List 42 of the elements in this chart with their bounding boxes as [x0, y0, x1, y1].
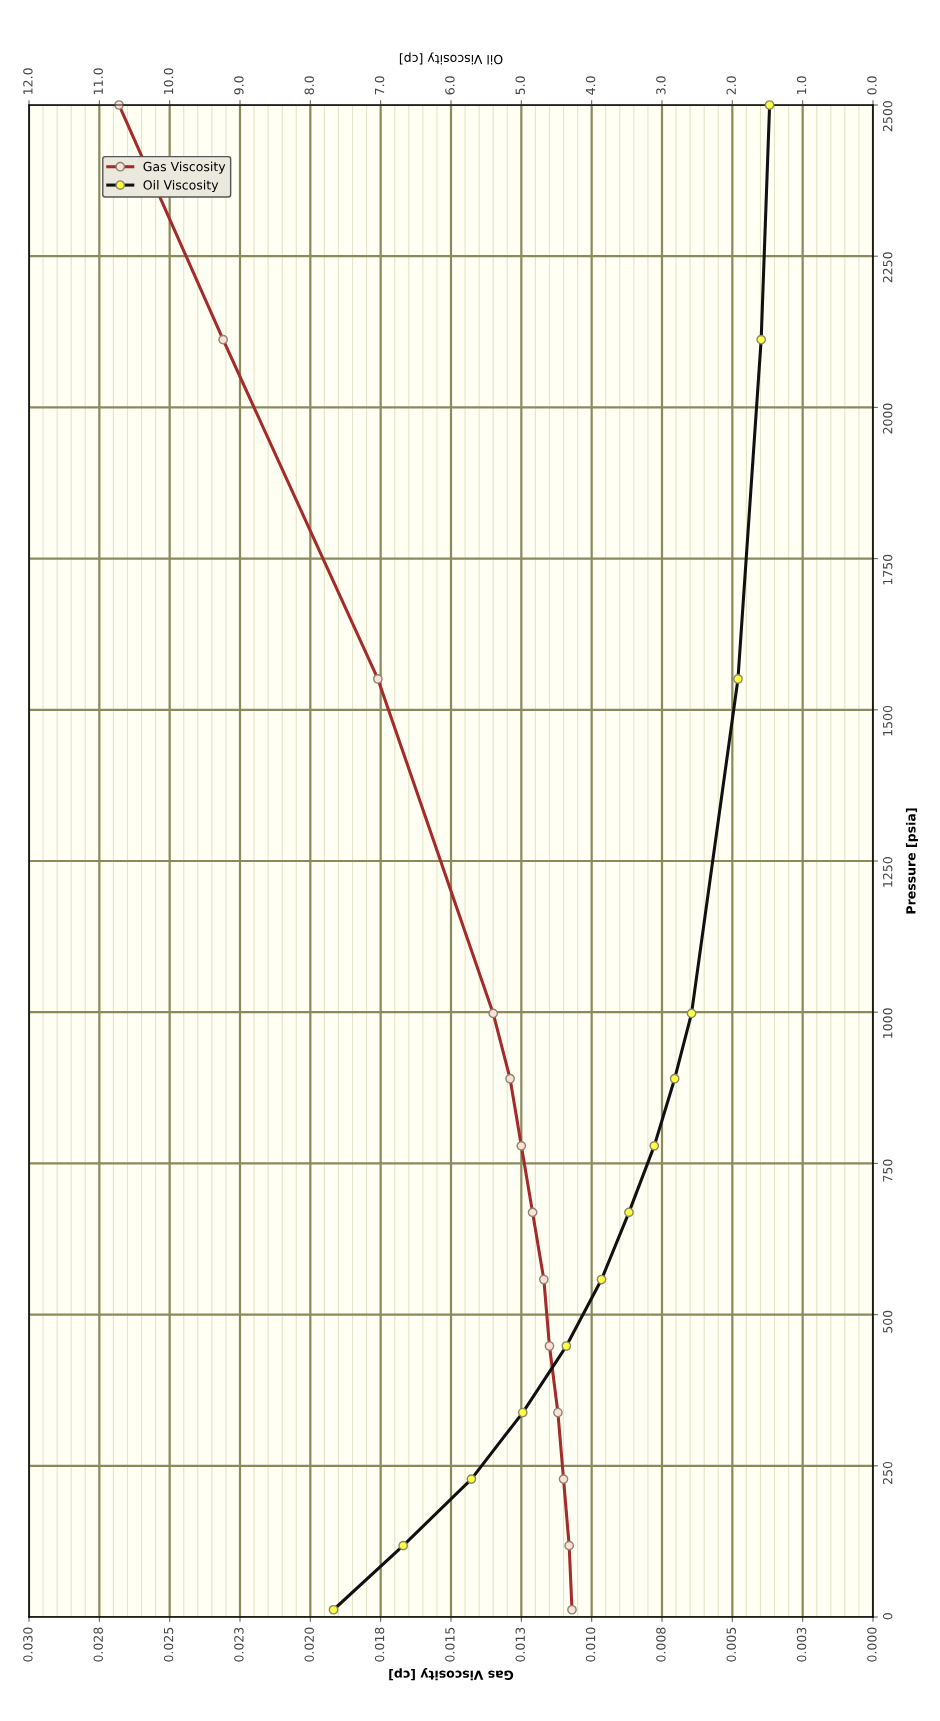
y-tick-label: 1250	[882, 857, 893, 887]
x2-axis-title: Oil Viscosity [cp]	[399, 52, 503, 65]
legend-label: Oil Viscosity	[143, 179, 219, 193]
y-axis-title: Pressure [psia]	[905, 808, 919, 914]
x2-tick-label: 5.0	[515, 76, 525, 95]
legend-label: Gas Viscosity	[143, 161, 226, 174]
y-tick-label: 0	[882, 1613, 893, 1620]
x2-tick-label: 3.0	[656, 76, 666, 95]
x2-tick-label: 9.0	[234, 76, 244, 95]
x-tick-label: 0.025	[163, 1627, 174, 1662]
x2-tick-label: 0.0	[867, 76, 877, 95]
x-tick-label: 0.000	[867, 1627, 877, 1662]
x2-tick-label: 6.0	[445, 76, 455, 95]
x-axis-title: Gas Viscosity [cp]	[389, 1668, 514, 1681]
x2-tick-label: 8.0	[304, 76, 314, 95]
x-tick-label: 0.013	[515, 1627, 525, 1662]
x2-tick-label: 12.0	[23, 68, 33, 94]
y-tick-label: 1750	[882, 554, 893, 585]
y-tick-label: 2250	[882, 252, 893, 283]
x-tick-label: 0.003	[796, 1627, 807, 1662]
x2-tick-label: 11.0	[93, 68, 103, 94]
y-tick-label: 2000	[882, 403, 893, 434]
x-tick-label: 0.008	[656, 1627, 666, 1662]
x-tick-label: 0.030	[23, 1627, 33, 1662]
x-tick-label: 0.010	[585, 1627, 596, 1662]
y-tick-label: 500	[882, 1310, 893, 1333]
x2-tick-label: 2.0	[726, 76, 736, 95]
x-tick-label: 0.028	[93, 1627, 103, 1662]
x2-tick-label: 7.0	[374, 76, 385, 95]
x-tick-label: 0.015	[445, 1627, 455, 1662]
x-tick-label: 0.005	[726, 1627, 736, 1662]
x2-tick-label: 4.0	[585, 76, 596, 95]
y-tick-label: 750	[882, 1159, 893, 1182]
x-tick-label: 0.020	[304, 1627, 314, 1662]
y-tick-label: 250	[882, 1461, 893, 1484]
y-tick-label: 1500	[882, 705, 893, 736]
x-tick-label: 0.023	[234, 1627, 244, 1662]
x-tick-label: 0.018	[374, 1627, 385, 1662]
y-tick-label: 2500	[882, 101, 893, 132]
x2-tick-label: 1.0	[796, 76, 807, 94]
y-tick-label: 1000	[882, 1008, 893, 1038]
x2-tick-label: 10.0	[163, 68, 174, 94]
